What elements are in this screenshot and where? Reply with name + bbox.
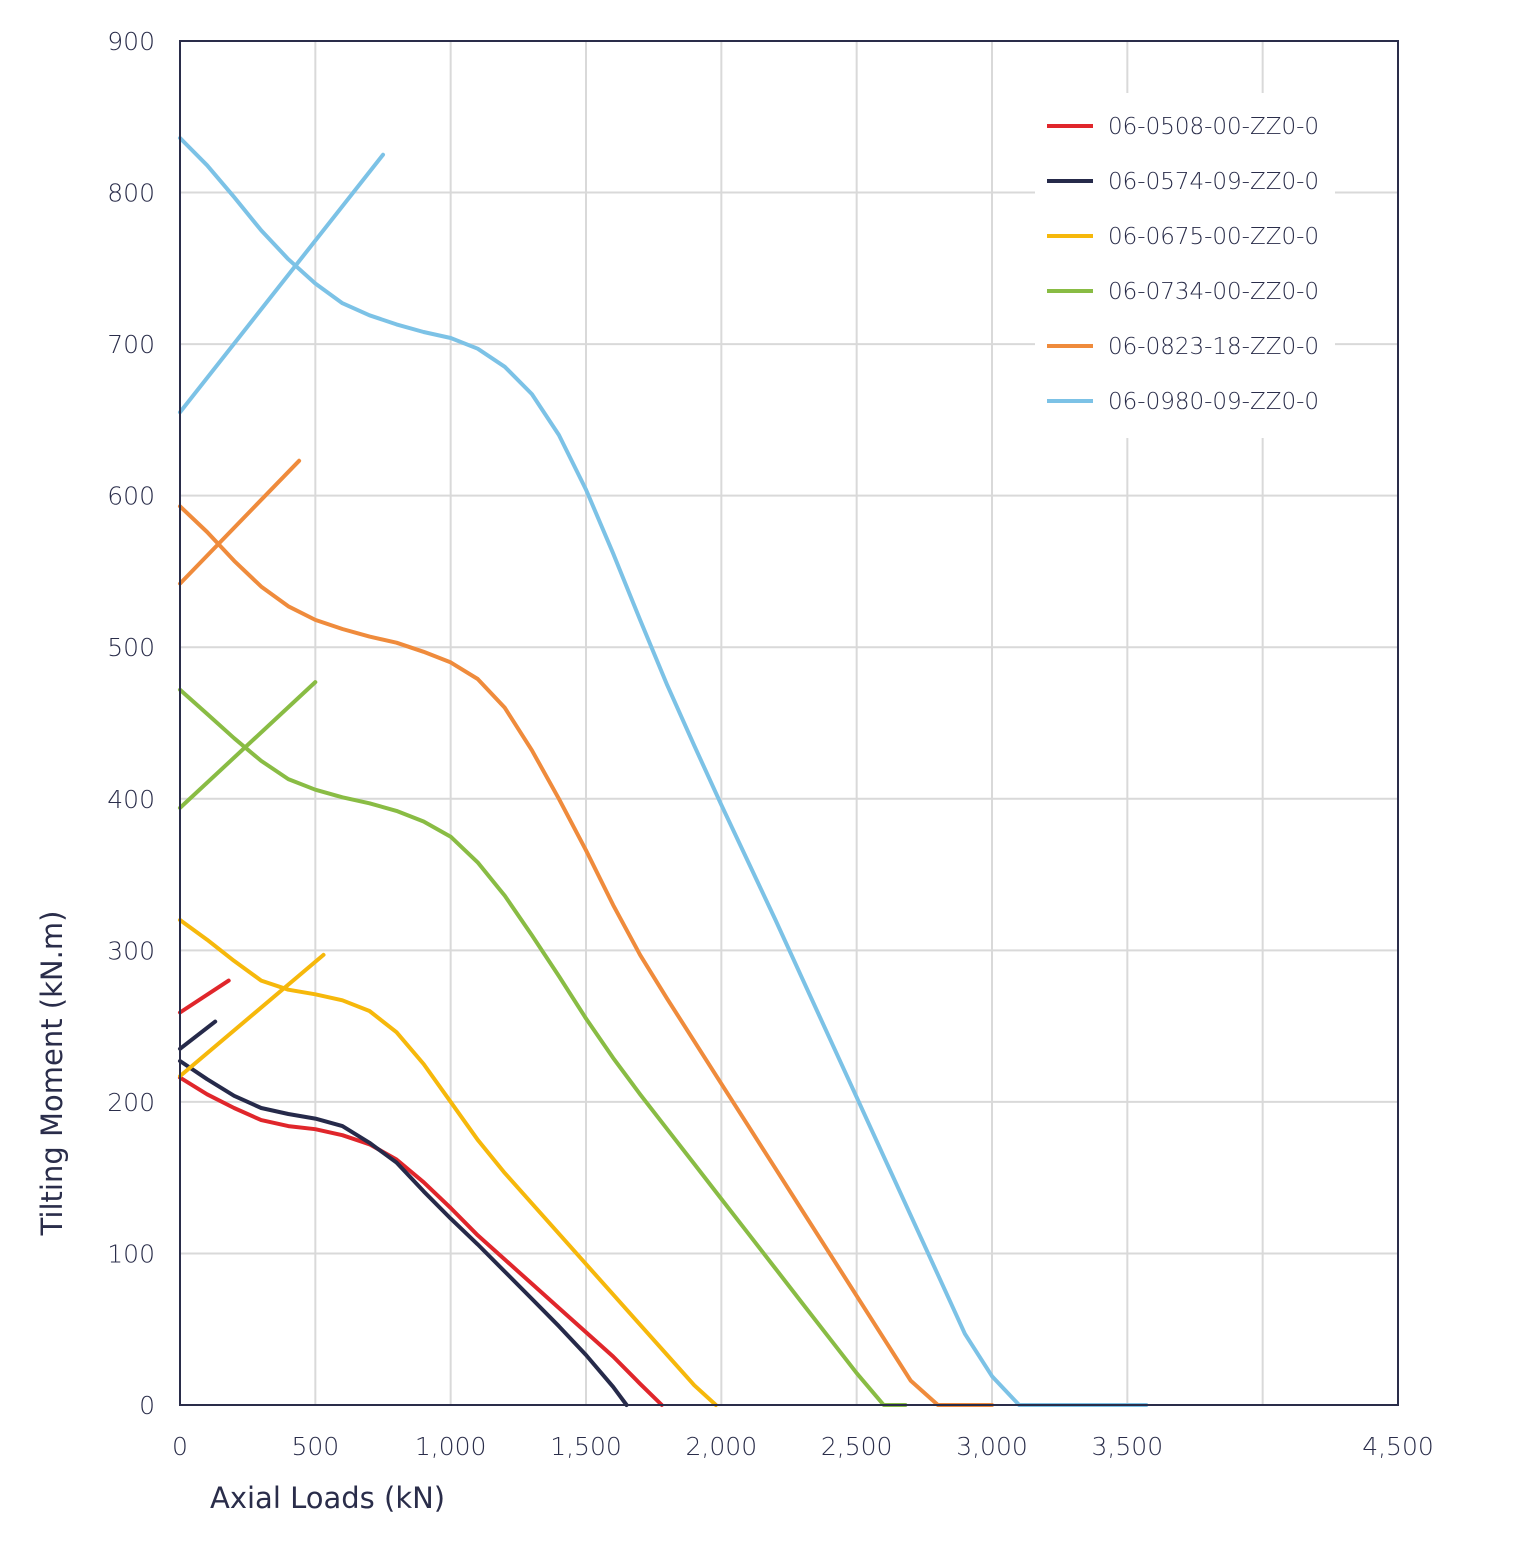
x-tick-label: 4,500 (1362, 1432, 1434, 1461)
legend-label: 06-0675-00-ZZ0-0 (1108, 224, 1319, 250)
y-tick-label: 100 (107, 1239, 155, 1268)
x-tick-label: 2,000 (686, 1432, 758, 1461)
x-tick-label: 2,500 (821, 1432, 893, 1461)
legend-label: 06-0734-00-ZZ0-0 (1108, 279, 1319, 305)
series-06-0574-09-ZZ0-0 (178, 1019, 629, 1407)
x-tick-label: 1,000 (415, 1432, 487, 1461)
series-06-0980-09-ZZ0-0 (178, 136, 1149, 1407)
plot-frame (179, 40, 1399, 1406)
y-tick-label: 400 (107, 785, 155, 814)
series-06-0675-00-ZZ0-0 (178, 918, 718, 1407)
y-tick-label: 800 (107, 179, 155, 208)
series-limit-line (178, 952, 326, 1079)
y-tick-label: 0 (139, 1391, 155, 1420)
x-tick-label: 3,500 (1092, 1432, 1164, 1461)
series-limit-line (178, 1019, 218, 1051)
series-limit-line (178, 978, 231, 1015)
series-layer (178, 136, 1149, 1407)
y-tick-label: 300 (107, 936, 155, 965)
series-curve (178, 918, 718, 1407)
x-tick-label: 3,000 (956, 1432, 1028, 1461)
x-tick-label: 1,500 (550, 1432, 622, 1461)
legend-item: 06-0675-00-ZZ0-0 (1047, 224, 1319, 250)
y-axis-title: Tilting Moment (kN.m) (35, 911, 69, 1237)
x-axis-title: Axial Loads (kN) (210, 1481, 445, 1515)
y-axis-ticks: 0 100 200 300 400 500 600 700 800 900 (107, 27, 155, 1420)
legend-label: 06-0574-09-ZZ0-0 (1108, 169, 1319, 195)
x-tick-label: 500 (291, 1432, 339, 1461)
legend: 06-0508-00-ZZ0-0 06-0574-09-ZZ0-0 06-0675-… (1035, 93, 1335, 438)
y-tick-label: 700 (107, 330, 155, 359)
series-curve (178, 1059, 629, 1407)
legend-item: 06-0980-09-ZZ0-0 (1047, 389, 1319, 415)
legend-label: 06-0508-00-ZZ0-0 (1108, 114, 1319, 140)
series-06-0734-00-ZZ0-0 (178, 680, 908, 1407)
series-curve (178, 136, 1149, 1407)
y-tick-label: 500 (107, 633, 155, 662)
series-limit-line (178, 458, 302, 586)
legend-item: 06-0508-00-ZZ0-0 (1047, 114, 1319, 140)
series-curve (178, 504, 994, 1407)
series-limit-line (178, 680, 318, 810)
legend-label: 06-0980-09-ZZ0-0 (1108, 389, 1319, 415)
legend-item: 06-0574-09-ZZ0-0 (1047, 169, 1319, 195)
series-06-0508-00-ZZ0-0 (178, 978, 664, 1407)
x-axis-ticks: 0 500 1,000 1,500 2,000 2,500 3,000 3,500 4,500 (172, 1432, 1434, 1461)
legend-label: 06-0823-18-ZZ0-0 (1108, 334, 1319, 360)
legend-item: 06-0823-18-ZZ0-0 (1047, 334, 1319, 360)
series-06-0823-18-ZZ0-0 (178, 458, 994, 1407)
series-curve (178, 687, 908, 1407)
legend-item: 06-0734-00-ZZ0-0 (1047, 279, 1319, 305)
y-tick-label: 600 (107, 482, 155, 511)
y-tick-label: 900 (107, 27, 155, 56)
series-curve (178, 1075, 664, 1407)
x-tick-label: 0 (172, 1432, 188, 1461)
legend-background (1035, 93, 1335, 438)
series-limit-line (178, 152, 385, 415)
y-tick-label: 200 (107, 1088, 155, 1117)
